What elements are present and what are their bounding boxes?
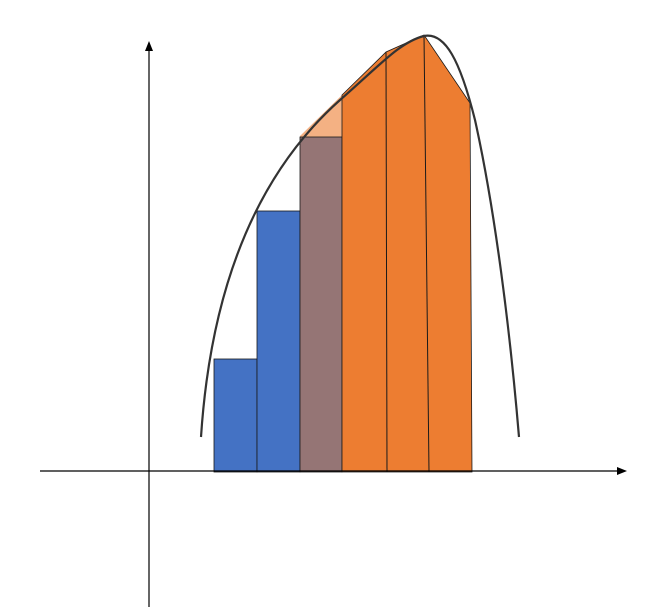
orange-trapezoid-region [341, 34, 473, 473]
blue-rectangle-2 [256, 210, 301, 473]
light-orange-trapezoid-top [300, 95, 342, 137]
mauve-rectangle [299, 136, 343, 473]
trapezoid-divider-2 [423, 34, 430, 473]
x-axis-arrowhead [617, 467, 627, 475]
y-axis-arrowhead [145, 41, 153, 51]
function-curve [199, 34, 521, 438]
trapezoid-divider-1 [385, 51, 388, 473]
blue-rectangle-1 [213, 358, 258, 473]
